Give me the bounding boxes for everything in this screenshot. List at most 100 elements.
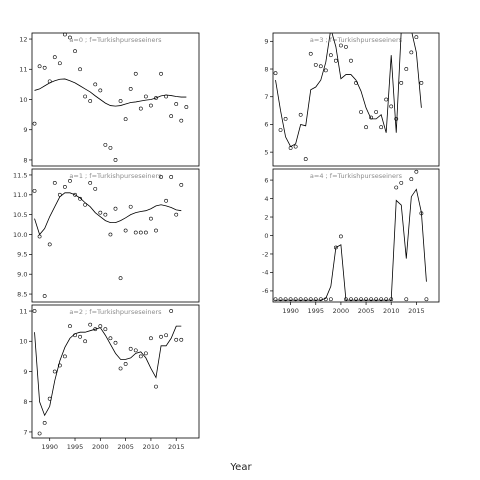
data-point bbox=[118, 366, 123, 371]
data-point bbox=[78, 67, 82, 72]
y-tick-label: 9.5 bbox=[17, 251, 27, 259]
data-point bbox=[298, 297, 303, 302]
y-tick-label: 7 bbox=[23, 428, 27, 436]
data-point bbox=[154, 96, 158, 100]
y-tick-label: 9 bbox=[264, 38, 268, 46]
x-tick-label: 1995 bbox=[67, 443, 84, 451]
data-point bbox=[93, 186, 98, 191]
data-point bbox=[149, 103, 153, 108]
x-tick-label: 2000 bbox=[92, 443, 109, 451]
data-point bbox=[379, 297, 384, 302]
data-point bbox=[344, 44, 348, 49]
data-point bbox=[143, 94, 148, 99]
data-point bbox=[93, 327, 98, 332]
data-point bbox=[143, 230, 148, 235]
data-point bbox=[47, 242, 52, 247]
panel-title: a=0 ; f=Turkishpurseseiners bbox=[69, 36, 162, 44]
data-point bbox=[133, 348, 138, 353]
data-point bbox=[369, 297, 373, 302]
plot-frame bbox=[31, 32, 200, 167]
y-tick-label: 9 bbox=[23, 126, 27, 134]
data-point bbox=[384, 297, 389, 302]
data-point bbox=[184, 105, 189, 109]
data-point bbox=[143, 351, 148, 356]
data-point bbox=[62, 32, 67, 37]
data-point bbox=[42, 65, 47, 70]
data-point bbox=[298, 112, 303, 117]
data-point bbox=[149, 216, 153, 221]
data-point bbox=[179, 182, 184, 187]
data-point bbox=[409, 177, 414, 182]
data-point bbox=[57, 61, 62, 66]
data-point bbox=[57, 363, 62, 368]
panel-title: a=2 ; f=Turkishpurseseiners bbox=[69, 308, 162, 316]
data-point bbox=[37, 234, 42, 239]
data-point bbox=[394, 185, 399, 190]
data-point bbox=[98, 210, 103, 215]
data-point bbox=[103, 212, 108, 217]
data-point bbox=[273, 297, 278, 302]
data-point bbox=[308, 297, 313, 302]
data-point bbox=[52, 369, 57, 374]
data-point bbox=[364, 297, 368, 302]
y-tick-label: -6 bbox=[262, 287, 268, 295]
data-point bbox=[169, 114, 174, 119]
data-point bbox=[123, 362, 128, 366]
data-point bbox=[389, 297, 394, 302]
data-point bbox=[409, 50, 414, 55]
y-tick-label: 10.0 bbox=[13, 231, 27, 239]
data-point bbox=[323, 297, 328, 302]
data-point bbox=[42, 420, 47, 425]
data-point bbox=[47, 396, 52, 401]
data-point bbox=[159, 175, 163, 179]
data-point bbox=[164, 198, 169, 203]
y-tick-label: 8 bbox=[23, 156, 27, 164]
data-point bbox=[273, 71, 278, 76]
data-point bbox=[149, 336, 153, 341]
data-point bbox=[88, 322, 93, 327]
data-point bbox=[118, 276, 123, 281]
x-tick-label: 1990 bbox=[41, 443, 58, 451]
data-point bbox=[128, 346, 133, 351]
panel-title: a=1 ; f=Turkishpurseseiners bbox=[69, 172, 162, 180]
y-tick-label: 4 bbox=[264, 195, 268, 203]
x-tick-label: 2005 bbox=[117, 443, 134, 451]
data-point bbox=[68, 35, 72, 40]
data-point bbox=[339, 43, 343, 48]
data-point bbox=[349, 58, 353, 63]
x-tick-label: 1995 bbox=[307, 307, 324, 315]
data-point bbox=[123, 228, 128, 233]
x-tick-label: 2005 bbox=[358, 307, 375, 315]
data-point bbox=[374, 297, 379, 302]
fit-line bbox=[34, 325, 182, 417]
data-point bbox=[323, 68, 328, 73]
data-point bbox=[103, 142, 108, 147]
data-point bbox=[78, 334, 82, 339]
data-point bbox=[414, 35, 419, 40]
data-point bbox=[359, 297, 363, 302]
y-tick-label: 11 bbox=[19, 66, 27, 74]
data-point bbox=[154, 384, 158, 389]
data-point bbox=[293, 144, 298, 149]
y-tick-label: 8 bbox=[23, 398, 27, 406]
data-point bbox=[424, 297, 429, 302]
fit-line bbox=[275, 188, 427, 301]
data-point bbox=[73, 333, 77, 338]
data-point bbox=[133, 71, 138, 76]
data-point bbox=[328, 297, 333, 302]
y-tick-label: 7 bbox=[264, 93, 268, 101]
data-point bbox=[68, 324, 72, 329]
data-point bbox=[283, 117, 288, 121]
x-tick-label: 2015 bbox=[168, 443, 185, 451]
data-point bbox=[37, 431, 42, 436]
data-point bbox=[318, 297, 323, 302]
data-point bbox=[169, 309, 174, 313]
data-point bbox=[159, 71, 163, 76]
data-point bbox=[359, 110, 363, 114]
x-axis-label: Year bbox=[229, 462, 252, 473]
data-point bbox=[333, 58, 338, 63]
panel-a4: a=4 ; f=Turkishpurseseiners -6 -4 -2 0 2 4 6 199… bbox=[262, 168, 440, 315]
plot-frame bbox=[272, 168, 440, 303]
y-tick-label: -2 bbox=[262, 250, 268, 258]
panel-title: a=4 ; f=Turkishpurseseiners bbox=[310, 172, 403, 180]
